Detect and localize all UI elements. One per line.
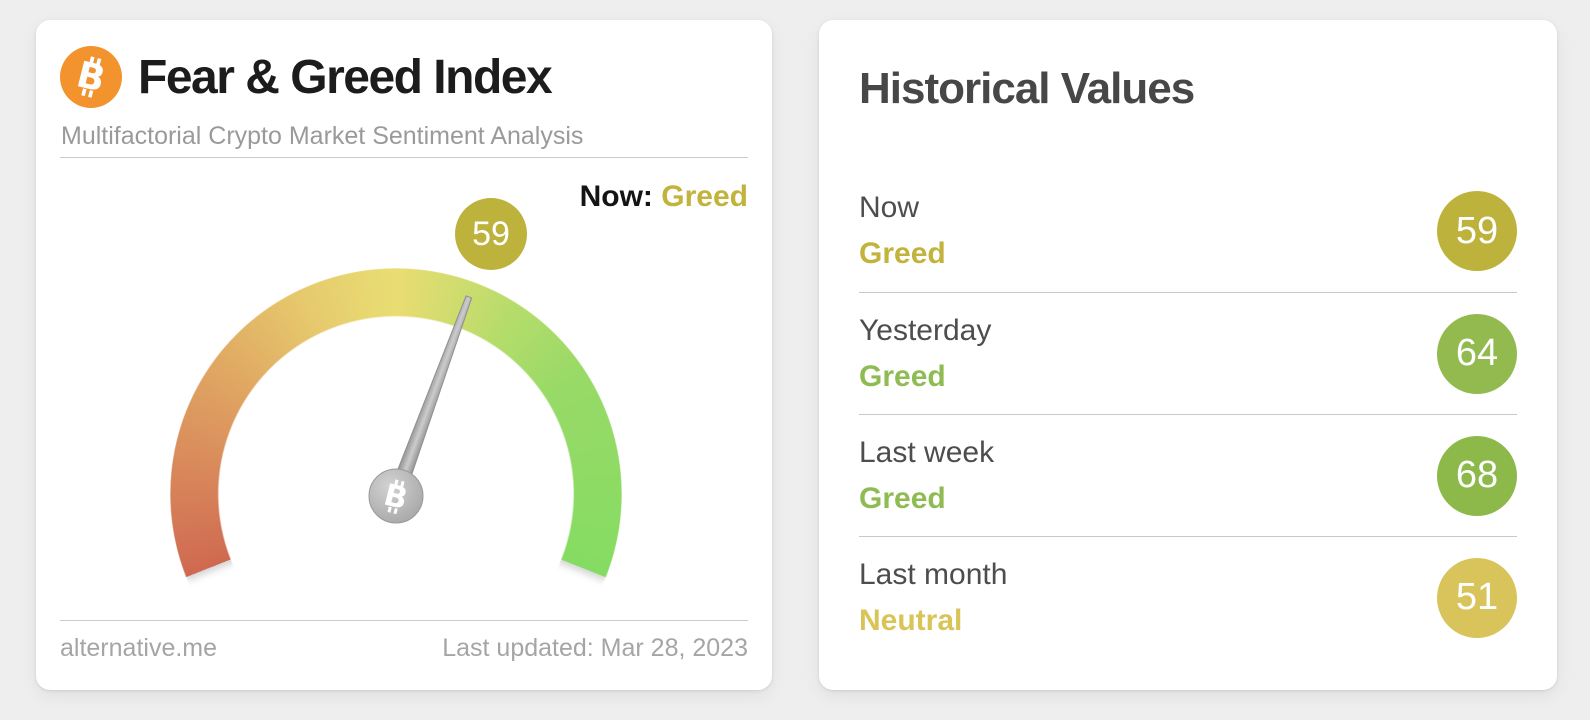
- card-subtitle: Multifactorial Crypto Market Sentiment A…: [61, 122, 584, 150]
- historical-values-card: Historical Values Now Greed 59 Yesterday…: [819, 20, 1557, 690]
- footer-divider: [60, 620, 748, 621]
- historical-title: Historical Values: [859, 64, 1195, 113]
- bitcoin-icon: B: [60, 46, 122, 108]
- fear-greed-card: B Fear & Greed Index Multifactorial Cryp…: [36, 20, 772, 720]
- row-label: Last week: [859, 435, 995, 469]
- now-label-text: Now:: [579, 180, 653, 213]
- row-sentiment: Greed: [859, 359, 946, 393]
- row-score-badge: 51: [1437, 557, 1517, 638]
- gauge-needle-layer: B: [368, 295, 473, 524]
- row-score-badge: 68: [1437, 435, 1517, 516]
- gauge-needle: [387, 295, 473, 500]
- source-link[interactable]: alternative.me: [60, 634, 218, 662]
- history-row-last-month: Last month Neutral 51: [859, 536, 1517, 658]
- row-sentiment: Greed: [859, 481, 946, 515]
- row-score-badge: 64: [1437, 313, 1517, 394]
- gauge: Now: Greed: [60, 160, 748, 720]
- history-row-yesterday: Yesterday Greed 64: [859, 292, 1517, 414]
- historical-rows: Now Greed 59 Yesterday Greed 64 Last wee…: [859, 170, 1517, 658]
- card-footer: alternative.me Last updated: Mar 28, 202…: [60, 634, 748, 663]
- header-divider: [60, 157, 748, 158]
- gauge-hub: B: [368, 468, 424, 524]
- history-row-last-week: Last week Greed 68: [859, 414, 1517, 536]
- now-sentiment: Greed: [661, 180, 748, 213]
- card-title: Fear & Greed Index: [138, 50, 553, 104]
- history-row-now: Now Greed 59: [859, 170, 1517, 292]
- last-updated: Last updated: Mar 28, 2023: [442, 634, 748, 662]
- now-label: Now: Greed: [580, 180, 748, 214]
- row-sentiment: Neutral: [859, 603, 963, 637]
- row-sentiment: Greed: [859, 237, 946, 270]
- row-label: Last month: [859, 557, 1008, 591]
- card-header: B Fear & Greed Index: [60, 46, 553, 108]
- row-label: Yesterday: [859, 313, 992, 347]
- row-score-badge: 59: [1437, 191, 1517, 271]
- row-label: Now: [859, 191, 920, 224]
- gauge-value-badge: 59: [455, 198, 527, 270]
